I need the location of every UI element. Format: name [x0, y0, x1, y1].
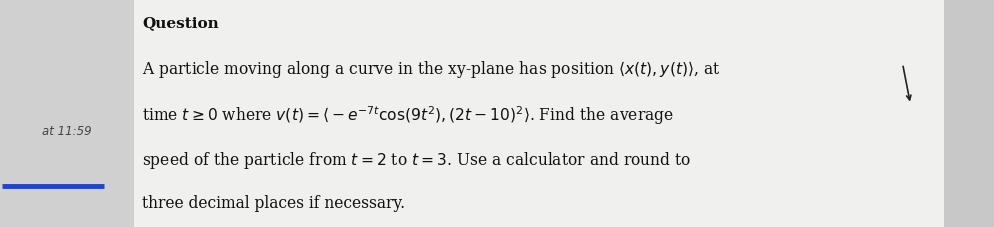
- Text: three decimal places if necessary.: three decimal places if necessary.: [142, 195, 406, 212]
- Bar: [0, 0, 134, 227]
- Text: time $t \geq 0$ where $v(t) = \langle -e^{-7t}\cos(9t^2), (2t-10)^2\rangle$. Fin: time $t \geq 0$ where $v(t) = \langle -e…: [142, 104, 674, 127]
- Text: at 11:59: at 11:59: [42, 125, 91, 138]
- Bar: [134, 0, 944, 227]
- Text: Question: Question: [142, 16, 219, 30]
- Bar: [944, 0, 994, 227]
- Text: A particle moving along a curve in the xy-plane has position $\langle x(t), y(t): A particle moving along a curve in the x…: [142, 59, 721, 80]
- Text: speed of the particle from $t = 2$ to $t = 3$. Use a calculator and round to: speed of the particle from $t = 2$ to $t…: [142, 150, 692, 171]
